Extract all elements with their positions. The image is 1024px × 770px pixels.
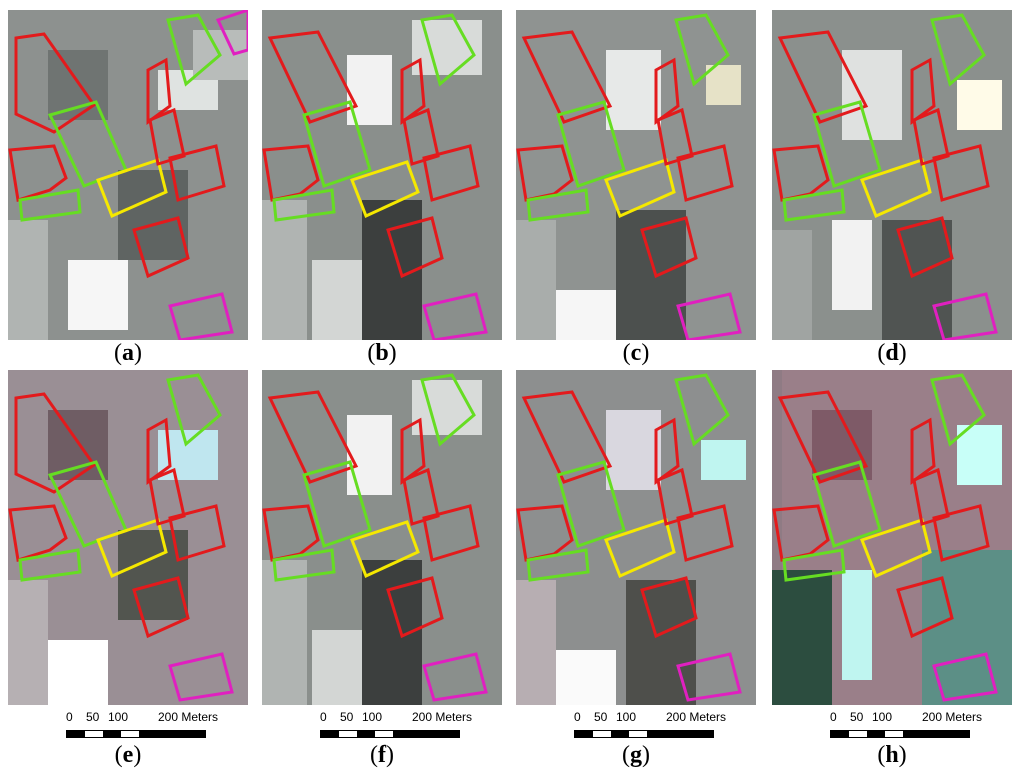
panel-h-label: (h) bbox=[877, 742, 907, 768]
scalebar-tick-200: 200 Meters bbox=[666, 710, 727, 724]
scalebar-bar bbox=[66, 730, 206, 738]
scalebar-tick-50: 50 bbox=[340, 710, 354, 724]
panel-d-image bbox=[772, 10, 1012, 340]
satellite-image-b bbox=[262, 10, 502, 340]
scalebar-tick-0: 0 bbox=[66, 710, 73, 724]
satellite-image-h bbox=[772, 370, 1012, 705]
scalebar-ticks: 0 50 100 200 Meters bbox=[830, 710, 1024, 726]
scalebar-tick-200: 200 Meters bbox=[922, 710, 983, 724]
scalebar-tick-0: 0 bbox=[574, 710, 581, 724]
scalebar-tick-200: 200 Meters bbox=[158, 710, 219, 724]
panel-b-label: (b) bbox=[367, 340, 397, 366]
scalebar-bar bbox=[574, 730, 714, 738]
panel-d-label: (d) bbox=[877, 340, 907, 366]
satellite-image-e bbox=[8, 370, 248, 705]
panel-h-image bbox=[772, 370, 1012, 705]
scalebar-tick-50: 50 bbox=[850, 710, 864, 724]
satellite-image-a bbox=[8, 10, 248, 340]
scalebar-ticks: 0 50 100 200 Meters bbox=[66, 710, 266, 726]
panel-g-image bbox=[516, 370, 756, 705]
scalebar-tick-100: 100 bbox=[362, 710, 383, 724]
panel-a-label: (a) bbox=[114, 340, 142, 366]
panel-c-label: (c) bbox=[622, 340, 650, 366]
scalebar-tick-100: 100 bbox=[616, 710, 637, 724]
scalebar-g: 0 50 100 200 Meters bbox=[574, 710, 774, 750]
panel-a-image bbox=[8, 10, 248, 340]
scalebar-tick-100: 100 bbox=[872, 710, 893, 724]
scalebar-bar bbox=[320, 730, 460, 738]
panel-b-image bbox=[262, 10, 502, 340]
satellite-image-g bbox=[516, 370, 756, 705]
scalebar-f: 0 50 100 200 Meters bbox=[320, 710, 520, 750]
satellite-image-d bbox=[772, 10, 1012, 340]
satellite-image-f bbox=[262, 370, 502, 705]
scalebar-tick-50: 50 bbox=[86, 710, 100, 724]
scalebar-tick-200: 200 Meters bbox=[412, 710, 473, 724]
scalebar-tick-0: 0 bbox=[320, 710, 327, 724]
panel-e-label: (e) bbox=[114, 742, 142, 768]
scalebar-ticks: 0 50 100 200 Meters bbox=[320, 710, 520, 726]
scalebar-tick-0: 0 bbox=[830, 710, 837, 724]
satellite-image-c bbox=[516, 10, 756, 340]
panel-g-label: (g) bbox=[622, 742, 650, 768]
scalebar-tick-50: 50 bbox=[594, 710, 608, 724]
scalebar-bar bbox=[830, 730, 970, 738]
panel-c-image bbox=[516, 10, 756, 340]
scalebar-e: 0 50 100 200 Meters bbox=[66, 710, 266, 750]
panel-f-label: (f) bbox=[370, 742, 394, 768]
scalebar-tick-100: 100 bbox=[108, 710, 129, 724]
panel-e-image bbox=[8, 370, 248, 705]
scalebar-h: 0 50 100 200 Meters bbox=[830, 710, 1024, 750]
scalebar-ticks: 0 50 100 200 Meters bbox=[574, 710, 774, 726]
panel-f-image bbox=[262, 370, 502, 705]
